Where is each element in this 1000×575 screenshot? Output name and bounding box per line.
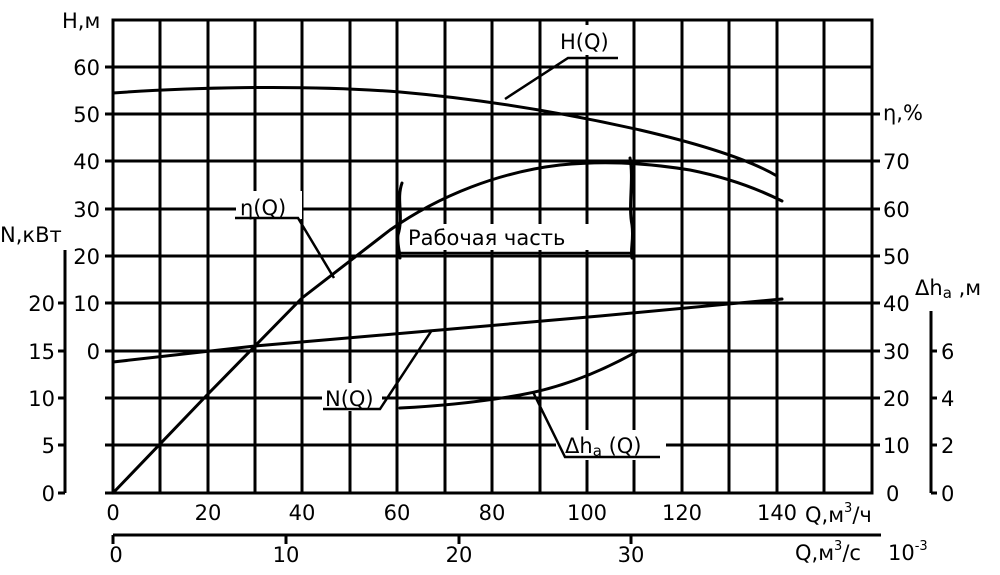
N-curve-label: N(Q) bbox=[325, 387, 374, 411]
dha-tick: 4 bbox=[941, 387, 954, 411]
N-tick: 0 bbox=[42, 482, 55, 506]
Qh-tick: 140 bbox=[757, 501, 797, 525]
Qh-tick: 120 bbox=[662, 501, 702, 525]
Qs-tick: 30 bbox=[618, 543, 645, 567]
Qh-axis-label: Q,м3/ч bbox=[805, 501, 872, 527]
Qh-tick: 60 bbox=[384, 501, 411, 525]
Qs-axis-ticks: 0 10 20 30 bbox=[109, 543, 644, 567]
N-axis-ticks: 20 15 10 5 0 bbox=[28, 292, 55, 506]
Qs-multiplier: 10-3 bbox=[888, 539, 928, 565]
H-tick: 0 bbox=[87, 340, 100, 364]
horizontal-gridlines bbox=[105, 65, 880, 495]
Qh-tick: 40 bbox=[289, 501, 316, 525]
eta-tick: 40 bbox=[883, 292, 910, 316]
eta-axis-label: η,% bbox=[883, 101, 923, 125]
Qs-tick: 10 bbox=[273, 543, 300, 567]
N-curve-leader bbox=[323, 329, 434, 411]
N-tick: 5 bbox=[42, 434, 55, 458]
H-tick: 40 bbox=[73, 150, 100, 174]
H-axis-ticks: 60 50 40 30 20 10 0 bbox=[73, 56, 100, 364]
N-tick: 20 bbox=[28, 292, 55, 316]
dha-axis-ticks: 6 4 2 0 bbox=[941, 340, 954, 506]
Qh-tick: 20 bbox=[195, 501, 222, 525]
dha-curve-leader bbox=[531, 391, 660, 459]
H-axis-label: H,м bbox=[62, 9, 100, 33]
eta-tick: 20 bbox=[883, 387, 910, 411]
dha-curve-label: Δhа (Q) bbox=[565, 434, 641, 460]
Qh-axis-ticks: 0 20 40 60 80 100 120 140 bbox=[106, 501, 797, 525]
H-curve bbox=[111, 85, 779, 178]
H-tick: 60 bbox=[73, 56, 100, 80]
dha-curve bbox=[398, 350, 638, 410]
eta-curve-leader bbox=[235, 216, 336, 279]
working-zone-left-bracket bbox=[396, 181, 404, 260]
eta-axis-ticks: 70 60 50 40 30 20 10 0 bbox=[883, 150, 910, 506]
eta-tick: 70 bbox=[883, 150, 910, 174]
H-curve-leader bbox=[504, 56, 618, 101]
grid bbox=[105, 18, 880, 495]
N-axis-label: N,кВт bbox=[0, 223, 62, 247]
Qh-tick: 80 bbox=[479, 501, 506, 525]
H-tick: 10 bbox=[73, 292, 100, 316]
H-curve-label: H(Q) bbox=[560, 30, 609, 54]
eta-curve bbox=[111, 161, 784, 495]
eta-curve-label: η(Q) bbox=[240, 196, 286, 220]
N-tick: 15 bbox=[28, 340, 55, 364]
eta-tick: 60 bbox=[883, 198, 910, 222]
N-tick: 10 bbox=[28, 387, 55, 411]
working-zone-right-bracket bbox=[628, 156, 635, 260]
dha-tick: 0 bbox=[941, 482, 954, 506]
working-zone-label: Рабочая часть bbox=[408, 226, 565, 250]
Qs-tick: 0 bbox=[109, 543, 122, 567]
Qh-tick: 0 bbox=[106, 501, 119, 525]
H-tick: 50 bbox=[73, 103, 100, 127]
dha-tick: 2 bbox=[941, 434, 954, 458]
dha-axis-label: Δhа ,м bbox=[915, 276, 981, 302]
dha-tick: 6 bbox=[941, 340, 954, 364]
eta-tick: 30 bbox=[883, 340, 910, 364]
eta-tick: 0 bbox=[886, 482, 899, 506]
H-tick: 30 bbox=[73, 198, 100, 222]
Qs-tick: 20 bbox=[446, 543, 473, 567]
H-tick: 20 bbox=[73, 245, 100, 269]
Qh-tick: 100 bbox=[567, 501, 607, 525]
Qs-axis-label: Q,м3/с bbox=[795, 539, 861, 565]
eta-tick: 50 bbox=[883, 245, 910, 269]
eta-tick: 10 bbox=[883, 434, 910, 458]
N-curve bbox=[111, 297, 784, 364]
